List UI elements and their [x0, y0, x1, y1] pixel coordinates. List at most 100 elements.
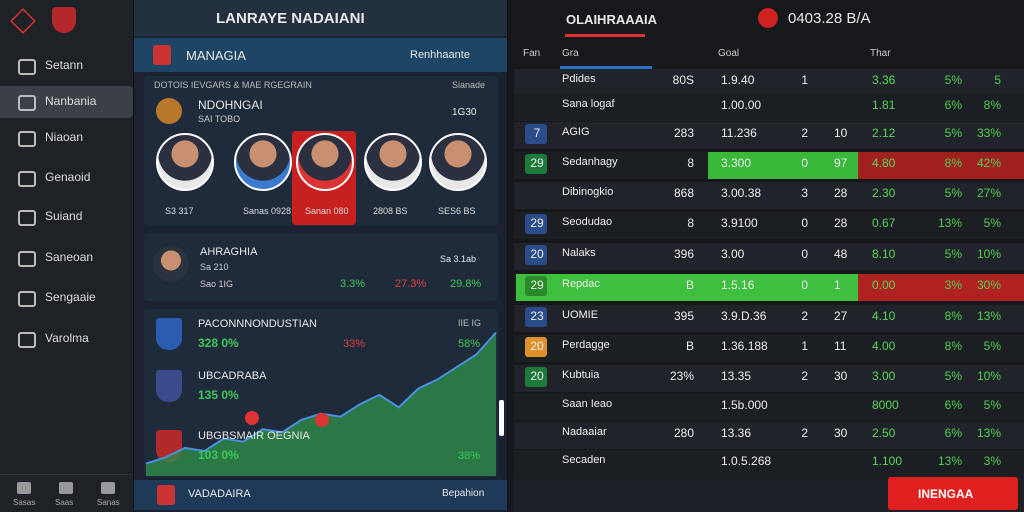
chart-row-name: UBCADRABA	[198, 370, 267, 382]
nav-item[interactable]: Suiand	[45, 209, 83, 223]
player-photo	[156, 133, 214, 191]
chart-row-right: 58%	[458, 338, 481, 350]
nav-item[interactable]: Genaoid	[45, 170, 91, 184]
player-name: Dibinogkio	[562, 186, 614, 198]
nav-icon	[18, 251, 36, 267]
table-cell: 1.36.188	[721, 339, 768, 353]
table-cell: 0.67	[872, 216, 896, 230]
rank-badge	[525, 214, 547, 234]
nav-item[interactable]: Varolma	[45, 331, 89, 345]
table-row	[514, 182, 1024, 209]
table-cell: 13%	[976, 309, 1001, 323]
table-cell: 8%	[944, 309, 962, 323]
player-stat: 27.3%	[395, 278, 427, 290]
team-value: 1G30	[452, 107, 477, 118]
table-cell: 1	[801, 73, 808, 87]
table-cell: 5%	[944, 369, 962, 383]
player-right: Sa 3.1ab	[440, 254, 477, 264]
table-cell: 2	[801, 309, 808, 323]
footer-label[interactable]: Saas	[55, 498, 74, 507]
table-cell: 1	[801, 339, 808, 353]
tab-indicator	[565, 34, 645, 37]
table-cell: 20	[530, 369, 544, 383]
rank-badge	[525, 367, 547, 387]
table-row	[514, 69, 1024, 96]
table-cell: 6%	[944, 398, 962, 412]
table-cell: 4.10	[872, 309, 896, 323]
rank-badge	[525, 124, 547, 144]
table-cell: 3	[801, 186, 808, 200]
table-cell: 8%	[944, 339, 962, 353]
table-cell: 27%	[976, 186, 1001, 200]
footer-icon	[17, 482, 31, 494]
nav-icon	[18, 291, 36, 307]
team-sub: SAI TOBO	[198, 114, 241, 124]
nav-item[interactable]: Niaoan	[45, 130, 84, 144]
table-cell: 8.10	[872, 247, 896, 261]
chart-row-value: 103 0%	[198, 448, 239, 462]
rank-badge	[525, 307, 547, 327]
player-label: 2808 BS	[373, 206, 408, 216]
table-cell: 6%	[944, 98, 962, 112]
table-cell: 2.12	[872, 126, 896, 140]
subheader-action[interactable]: Renhhaante	[410, 49, 470, 61]
table-cell: 1.5.16	[721, 278, 755, 292]
action-button[interactable]	[888, 477, 1018, 510]
footer-label[interactable]: Sanas	[97, 498, 120, 507]
table-cell: 395	[673, 309, 694, 323]
nav-item[interactable]: Saneoan	[45, 250, 94, 264]
live-badge	[758, 8, 778, 28]
player-sub: Sao 1IG	[200, 279, 234, 289]
footer-label[interactable]: Sasas	[13, 498, 36, 507]
row-highlight	[708, 152, 858, 179]
table-cell: 5%	[983, 339, 1001, 353]
table-cell: 5%	[944, 73, 962, 87]
chart-row-right: 38%	[458, 450, 481, 462]
table-row	[514, 422, 1024, 449]
table-cell: 2	[801, 126, 808, 140]
chart-row-name: PACONNNONDUSTIAN	[198, 318, 317, 330]
nav-icon	[18, 210, 36, 226]
table-cell: 8	[687, 156, 694, 170]
footer-icon	[59, 482, 73, 494]
column-header: Fan	[523, 48, 541, 59]
table-cell: 3.00	[872, 369, 896, 383]
footer-action[interactable]: Bepahion	[442, 488, 485, 499]
table-cell: 0	[801, 156, 808, 170]
action-label[interactable]: INENGAA	[918, 487, 974, 501]
nav-item[interactable]: Nanbania	[45, 94, 97, 108]
player-card	[144, 233, 498, 301]
player-name: Repdac	[562, 278, 600, 290]
nav-item[interactable]: Setann	[45, 58, 84, 72]
nav-icon	[18, 332, 36, 348]
table-cell: 3.9100	[721, 216, 758, 230]
player-name: Seodudao	[562, 216, 613, 228]
nav-active	[0, 86, 133, 118]
table-cell: 3.9.D.36	[721, 309, 767, 323]
footer-title: VADADAIRA	[188, 488, 251, 500]
middle-header	[134, 0, 507, 36]
table-cell: 42%	[976, 156, 1001, 170]
scrollbar	[499, 400, 504, 436]
player-stat: 29.8%	[450, 278, 482, 290]
table-cell: 1.100	[872, 454, 903, 468]
player-photo	[429, 133, 487, 191]
table-cell: 396	[673, 247, 694, 261]
table-cell: 48	[834, 247, 848, 261]
divider	[0, 474, 133, 475]
row-highlight	[516, 274, 858, 301]
table-row	[514, 394, 1024, 421]
player-stat: 3.3%	[340, 278, 366, 290]
table-cell: 0	[801, 247, 808, 261]
player-name: Nalaks	[562, 247, 596, 259]
table-cell: 11	[834, 339, 847, 353]
chart-row-value: 135 0%	[198, 388, 239, 402]
table-cell: 4.00	[872, 339, 896, 353]
nav-item[interactable]: Sengaaie	[45, 290, 96, 304]
subheader	[134, 38, 507, 72]
table-row	[514, 335, 1024, 362]
table-cell: 5%	[983, 398, 1001, 412]
player-label: Sanas 0928	[243, 206, 292, 216]
footer-badge	[157, 485, 175, 505]
